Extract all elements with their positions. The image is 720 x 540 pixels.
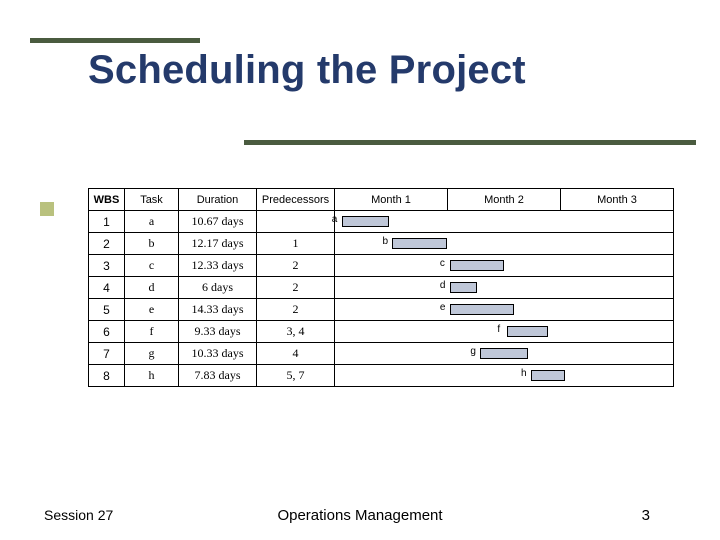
cell-duration: 10.33 days [179, 343, 257, 365]
table-row: 6f9.33 days3, 4f [89, 321, 674, 343]
cell-wbs: 3 [89, 255, 125, 277]
col-month-1: Month 1 [335, 189, 448, 211]
cell-duration: 7.83 days [179, 365, 257, 387]
cell-predecessors: 3, 4 [257, 321, 335, 343]
table-row: 3c12.33 days2c [89, 255, 674, 277]
table-row: 1a10.67 daysa [89, 211, 674, 233]
slide-title: Scheduling the Project [44, 20, 676, 99]
cell-duration: 14.33 days [179, 299, 257, 321]
table-row: 8h7.83 days5, 7h [89, 365, 674, 387]
footer-right: 3 [642, 507, 676, 524]
cell-predecessors: 2 [257, 277, 335, 299]
cell-predecessors: 2 [257, 299, 335, 321]
cell-wbs: 5 [89, 299, 125, 321]
cell-gantt: e [335, 299, 674, 321]
gantt-bar-label: a [332, 214, 338, 225]
title-rule-top [30, 38, 200, 43]
col-wbs: WBS [89, 189, 125, 211]
cell-gantt: f [335, 321, 674, 343]
gantt-table-area: WBS Task Duration Predecessors Month 1 M… [88, 188, 674, 387]
gantt-bar [450, 260, 504, 271]
cell-gantt: c [335, 255, 674, 277]
table-row: 4d6 days2d [89, 277, 674, 299]
cell-wbs: 8 [89, 365, 125, 387]
cell-task: b [125, 233, 179, 255]
cell-gantt: a [335, 211, 674, 233]
cell-duration: 12.17 days [179, 233, 257, 255]
cell-task: h [125, 365, 179, 387]
table-row: 2b12.17 days1b [89, 233, 674, 255]
cell-duration: 9.33 days [179, 321, 257, 343]
cell-duration: 12.33 days [179, 255, 257, 277]
cell-wbs: 2 [89, 233, 125, 255]
cell-predecessors: 4 [257, 343, 335, 365]
bullet-accent-square [40, 202, 54, 216]
title-block: Scheduling the Project [44, 20, 676, 99]
footer-center: Operations Management [277, 507, 442, 524]
cell-gantt: d [335, 277, 674, 299]
cell-wbs: 4 [89, 277, 125, 299]
gantt-bar-wrap: h [335, 370, 673, 382]
gantt-bar-label: b [382, 236, 388, 247]
cell-wbs: 6 [89, 321, 125, 343]
cell-gantt: b [335, 233, 674, 255]
cell-task: e [125, 299, 179, 321]
gantt-bar [450, 282, 477, 293]
gantt-bar [342, 216, 389, 227]
col-predecessors: Predecessors [257, 189, 335, 211]
gantt-bar-wrap: c [335, 260, 673, 272]
col-duration: Duration [179, 189, 257, 211]
title-rule-mid [244, 140, 696, 145]
table-row: 7g10.33 days4g [89, 343, 674, 365]
cell-predecessors [257, 211, 335, 233]
gantt-bar [531, 370, 565, 381]
gantt-bar [480, 348, 527, 359]
gantt-bar-wrap: f [335, 326, 673, 338]
cell-gantt: h [335, 365, 674, 387]
table-row: 5e14.33 days2e [89, 299, 674, 321]
cell-duration: 6 days [179, 277, 257, 299]
gantt-bar-label: d [440, 280, 446, 291]
slide-footer: Session 27 Operations Management 3 [0, 507, 720, 524]
cell-task: g [125, 343, 179, 365]
cell-predecessors: 5, 7 [257, 365, 335, 387]
gantt-bar-wrap: e [335, 304, 673, 316]
cell-task: c [125, 255, 179, 277]
footer-left: Session 27 [44, 507, 113, 523]
gantt-bar-label: c [440, 258, 445, 269]
gantt-bar-label: h [521, 368, 527, 379]
gantt-bar-wrap: a [335, 216, 673, 228]
gantt-bar-label: f [497, 324, 500, 335]
cell-wbs: 1 [89, 211, 125, 233]
cell-predecessors: 1 [257, 233, 335, 255]
gantt-bar-label: e [440, 302, 446, 313]
gantt-bar-wrap: g [335, 348, 673, 360]
col-task: Task [125, 189, 179, 211]
cell-task: a [125, 211, 179, 233]
cell-predecessors: 2 [257, 255, 335, 277]
cell-wbs: 7 [89, 343, 125, 365]
gantt-bar [392, 238, 446, 249]
table-header-row: WBS Task Duration Predecessors Month 1 M… [89, 189, 674, 211]
gantt-bar [507, 326, 548, 337]
col-month-3: Month 3 [560, 189, 673, 211]
gantt-bar [450, 304, 514, 315]
cell-gantt: g [335, 343, 674, 365]
gantt-bar-label: g [470, 346, 476, 357]
schedule-table: WBS Task Duration Predecessors Month 1 M… [88, 188, 674, 387]
cell-task: f [125, 321, 179, 343]
gantt-bar-wrap: d [335, 282, 673, 294]
cell-duration: 10.67 days [179, 211, 257, 233]
cell-task: d [125, 277, 179, 299]
gantt-bar-wrap: b [335, 238, 673, 250]
col-month-2: Month 2 [447, 189, 560, 211]
